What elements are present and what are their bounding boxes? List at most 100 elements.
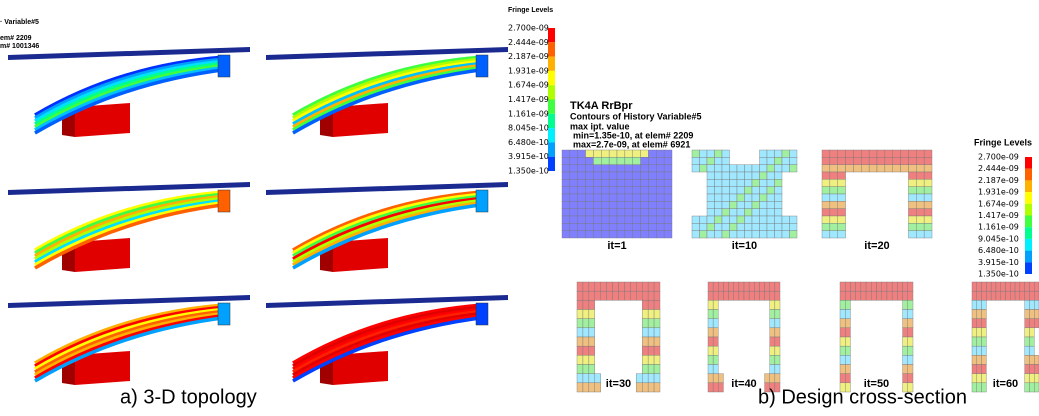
section-cell [583, 300, 589, 309]
section-cell [664, 157, 672, 164]
section-cell [745, 172, 753, 179]
section-cell [908, 374, 913, 383]
section-cell [752, 223, 760, 230]
section-cell [641, 165, 649, 172]
section-cell [715, 194, 723, 201]
section-cell [845, 319, 850, 328]
section-cell [708, 300, 713, 309]
section-cell [861, 150, 869, 157]
section-cell [692, 165, 700, 172]
section-cell [830, 216, 838, 223]
section-cell [1025, 328, 1030, 337]
section-cell [583, 310, 589, 319]
panel-title: TK4A RrBpr [570, 100, 633, 112]
section-cell [586, 216, 594, 223]
section-cell [977, 310, 982, 319]
section-cell [916, 223, 924, 230]
legend-level: 1.350e-10 [508, 167, 549, 176]
section-cell [570, 201, 578, 208]
section-cell [589, 291, 595, 300]
beam-end [218, 55, 230, 77]
section-cell [601, 172, 609, 179]
section-cell [648, 300, 654, 309]
section-cell [908, 282, 913, 291]
section-cell [845, 310, 850, 319]
section-cell [625, 216, 633, 223]
section-cell [760, 187, 768, 194]
section-cell [577, 291, 583, 300]
section-cell [654, 310, 660, 319]
section-cell [654, 355, 660, 364]
section-cell [924, 231, 932, 238]
section-cell [759, 282, 764, 291]
section-cell [617, 157, 625, 164]
section-cell [996, 282, 1001, 291]
section-cell [715, 179, 723, 186]
section-cell [882, 282, 887, 291]
section-cell [775, 355, 780, 364]
section-cell [577, 328, 583, 337]
legend-swatch [1025, 180, 1032, 192]
section-cell [601, 223, 609, 230]
section-cell [730, 216, 738, 223]
section-cell [708, 383, 713, 392]
section-cell [897, 291, 902, 300]
section-cell [775, 231, 783, 238]
section-cell [850, 282, 855, 291]
section-cell [578, 150, 586, 157]
legend-swatch [548, 42, 555, 56]
legend-swatch [1025, 216, 1032, 228]
section-cell [1029, 319, 1034, 328]
section-cell [822, 231, 830, 238]
section-cell [630, 282, 636, 291]
section-cell [977, 328, 982, 337]
section-cell [601, 201, 609, 208]
section-cell [577, 337, 583, 346]
section-cell [861, 291, 866, 300]
section-cell [707, 216, 715, 223]
section-cell [613, 282, 619, 291]
section-cell [893, 157, 901, 164]
section-cell [770, 328, 775, 337]
section-cell [577, 319, 583, 328]
section-cell [707, 179, 715, 186]
section-cell [648, 216, 656, 223]
section-cell [648, 328, 654, 337]
section-cell [700, 150, 708, 157]
section-cell [822, 165, 830, 172]
section-cell [767, 179, 775, 186]
section-cell [739, 291, 744, 300]
section-cell [718, 374, 723, 383]
section-cell [562, 165, 570, 172]
section-cell [775, 172, 783, 179]
legend-swatch [1025, 169, 1032, 181]
section-cell [760, 231, 768, 238]
section-cell [708, 291, 713, 300]
section-cell [708, 365, 713, 374]
section-cell [593, 179, 601, 186]
section-cell [578, 179, 586, 186]
section-cell [713, 365, 718, 374]
section-cell [869, 150, 877, 157]
section-cell [713, 374, 718, 383]
section-cell [767, 150, 775, 157]
section-cell [866, 282, 871, 291]
section-cell [838, 187, 846, 194]
section-cell [625, 194, 633, 201]
section-cell [1029, 355, 1034, 364]
section-cell [871, 291, 876, 300]
section-cell [641, 187, 649, 194]
legend-level: 3.915e-10 [978, 258, 1019, 267]
section-cell [775, 346, 780, 355]
section-cell [1025, 346, 1030, 355]
section-cell [924, 172, 932, 179]
section-cell [583, 383, 589, 392]
section-cell [767, 194, 775, 201]
section-cell [625, 201, 633, 208]
section-cell [737, 201, 745, 208]
section-cell [642, 383, 648, 392]
section-cell [767, 187, 775, 194]
section-cell [583, 319, 589, 328]
section-cell [916, 157, 924, 164]
section-cell [830, 179, 838, 186]
